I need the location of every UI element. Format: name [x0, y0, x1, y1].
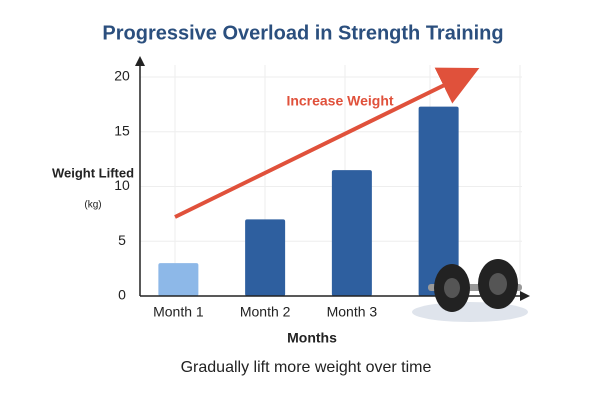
chart-title: Progressive Overload in Strength Trainin…: [102, 22, 503, 44]
y-axis-unit: (kg): [84, 200, 101, 211]
bar: [158, 263, 199, 296]
y-tick-label: 10: [114, 177, 130, 193]
bars: [158, 106, 459, 296]
bar: [245, 219, 286, 296]
y-tick-label: 15: [114, 122, 130, 138]
y-axis-label: Weight Lifted: [52, 165, 134, 180]
y-tick-label: 5: [118, 232, 126, 248]
y-axis-arrow: [135, 56, 145, 66]
x-axis-arrow: [520, 291, 530, 301]
annotation: Increase Weight: [286, 93, 393, 109]
x-tick-label: Month 2: [240, 304, 291, 320]
dumbbell-icon: [412, 259, 528, 322]
trend-arrow: [174, 67, 480, 219]
subtitle: Gradually lift more weight over time: [181, 359, 432, 376]
bar: [418, 106, 459, 296]
y-tick-label: 0: [118, 287, 126, 303]
x-tick-label: Month 1: [153, 304, 204, 320]
x-axis-label: Months: [287, 330, 337, 346]
y-tick-label: 20: [114, 68, 130, 84]
x-tick-label: Month 3: [327, 304, 378, 320]
bar: [331, 170, 372, 296]
